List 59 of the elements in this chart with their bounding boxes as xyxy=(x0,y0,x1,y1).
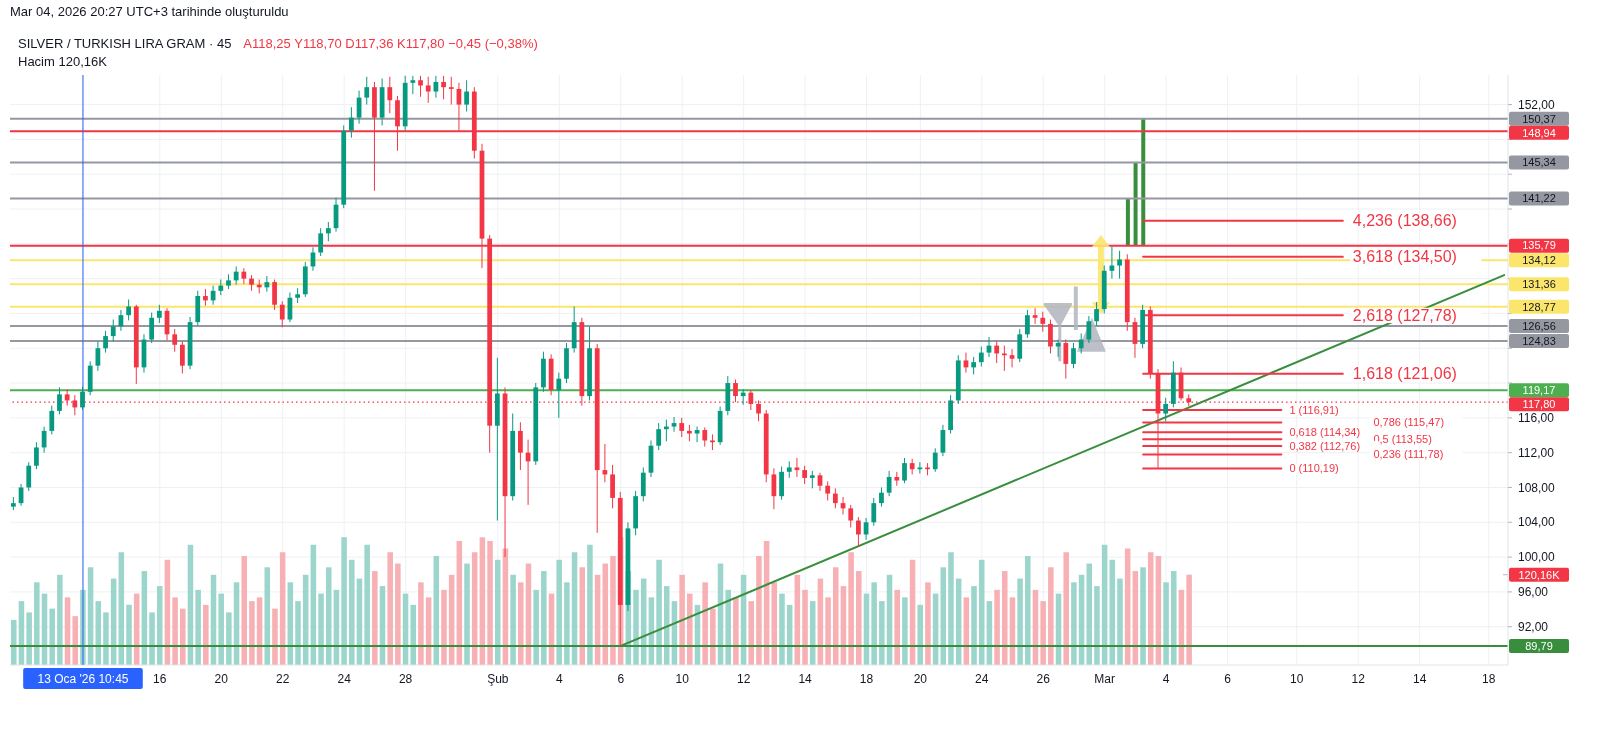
text: 0,236 (111,78) xyxy=(1373,448,1444,461)
x-tick-label: 18 xyxy=(1482,672,1496,687)
y-tick-label: 112,00 xyxy=(1518,445,1555,460)
text: Mar 04, 2026 20:27 UTC+3 tarihinde oluşturuldu xyxy=(10,4,289,19)
x-tick-label: 14 xyxy=(1412,672,1427,687)
ref-line-label: 148,94 xyxy=(1522,126,1556,139)
series-label: 3,618 (134,50) xyxy=(1352,248,1457,266)
x-tick-label: 12 xyxy=(1351,672,1366,687)
series-label: 0 (110,19) xyxy=(1289,462,1339,475)
text: A118,25 Y118,70 D117,36 K117,80 −0,45 (−0,38%) xyxy=(243,36,538,51)
x-tick-label: 16 xyxy=(153,672,167,687)
ref-line-label: 150,37 xyxy=(1522,112,1556,125)
x-tick-label: 10 xyxy=(1290,672,1304,687)
series-label: 2,618 (127,78) xyxy=(1352,306,1457,324)
text: 0,786 (115,47) xyxy=(1373,416,1445,429)
x-tick-label: 13 Oca '26 10:45 xyxy=(37,672,129,687)
x-tick-label: 4 xyxy=(1162,672,1170,687)
ref-line-label: 131,36 xyxy=(1522,278,1556,291)
x-tick-label: 6 xyxy=(617,672,625,687)
ref-line-label: 89,79 xyxy=(1525,639,1553,652)
x-tick-label: 24 xyxy=(975,672,989,687)
y-tick-label: 100,00 xyxy=(1518,550,1556,565)
ref-line-label: 135,79 xyxy=(1522,239,1556,252)
x-tick-label: 24 xyxy=(337,672,352,687)
ref-line-label: 134,12 xyxy=(1522,254,1556,267)
x-tick-label: 18 xyxy=(859,672,874,687)
y-tick-label: 96,00 xyxy=(1518,585,1549,600)
chart-title: SILVER / TURKISH LIRA GRAM · 45 xyxy=(18,36,232,51)
series-label: 1,618 (121,06) xyxy=(1352,365,1457,383)
ref-line-label: 141,22 xyxy=(1522,192,1556,205)
text: Hacim 120,16K xyxy=(18,54,107,69)
x-tick-label: 20 xyxy=(214,672,229,687)
x-tick-label: 10 xyxy=(675,672,690,687)
ref-line-label: 145,34 xyxy=(1522,156,1556,169)
x-tick-label: Mar xyxy=(1094,672,1116,687)
y-tick-label: 116,00 xyxy=(1518,411,1555,426)
y-tick-label: 152,00 xyxy=(1518,97,1556,112)
series-label: 1 (116,91) xyxy=(1289,403,1339,416)
series-label: 0,382 (112,76) xyxy=(1289,439,1361,452)
ref-line-label: 117,80 xyxy=(1522,398,1556,411)
x-tick-label: 22 xyxy=(276,672,290,687)
x-tick-label: Şub xyxy=(487,672,509,687)
x-tick-label: 28 xyxy=(398,672,413,687)
x-tick-label: 6 xyxy=(1224,672,1232,687)
y-tick-label: 92,00 xyxy=(1518,619,1549,634)
y-tick-label: 108,00 xyxy=(1518,480,1556,495)
x-tick-label: 12 xyxy=(736,672,751,687)
series-label: 4,236 (138,66) xyxy=(1352,212,1457,230)
ref-line-label: 119,17 xyxy=(1522,384,1556,397)
ref-line-label: 126,56 xyxy=(1522,319,1556,332)
y2-tick-label: 120,16K xyxy=(1518,568,1561,581)
series-label: 0,618 (114,34) xyxy=(1289,426,1361,439)
x-tick-label: 14 xyxy=(798,672,813,687)
x-tick-label: 26 xyxy=(1036,672,1051,687)
y-tick-label: 104,00 xyxy=(1518,515,1556,530)
x-tick-label: 4 xyxy=(555,672,563,687)
ref-line-label: 124,83 xyxy=(1522,334,1556,347)
x-tick-label: 20 xyxy=(913,672,928,687)
ref-line-label: 128,77 xyxy=(1522,300,1556,313)
